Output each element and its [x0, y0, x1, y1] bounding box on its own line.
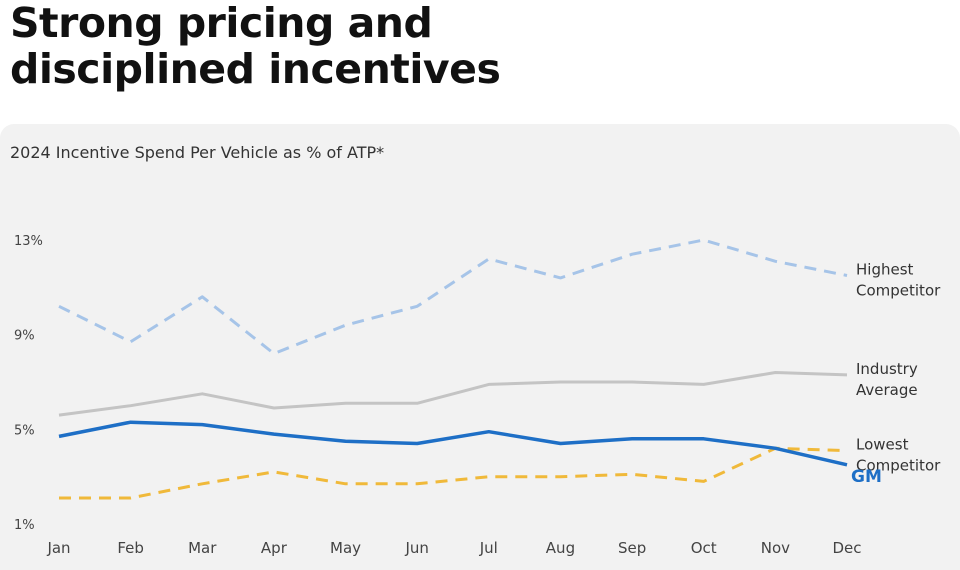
x-tick-label: Apr	[261, 539, 288, 557]
x-tick-label: Sep	[618, 539, 646, 557]
series-label: Competitor	[856, 282, 941, 300]
y-tick-label: 13%	[14, 234, 43, 249]
series-line	[58, 420, 848, 467]
x-tick-label: Dec	[832, 539, 861, 557]
x-tick-label: Jun	[404, 539, 428, 557]
x-tick-label: Oct	[691, 539, 717, 557]
x-tick-label: Jan	[46, 539, 70, 557]
series-label: GM	[851, 467, 882, 487]
y-tick-label: 1%	[14, 518, 35, 533]
series-label: Industry	[856, 360, 918, 378]
chart-panel	[0, 124, 960, 570]
x-tick-label: Jul	[479, 539, 498, 557]
series-line	[58, 238, 848, 356]
series-line	[58, 371, 848, 417]
x-tick-label: Aug	[546, 539, 575, 557]
series-label: Lowest	[856, 436, 909, 454]
series-label: Competitor	[856, 457, 941, 475]
x-tick-label: Mar	[188, 539, 217, 557]
chart-title: 2024 Incentive Spend Per Vehicle as % of…	[10, 143, 385, 162]
page-headline: Strong pricing and disciplined incentive…	[10, 0, 501, 93]
headline-line-1: Strong pricing and	[10, 0, 433, 47]
series-label: Highest	[856, 261, 914, 279]
x-tick-label: Feb	[117, 539, 144, 557]
series-label: Average	[856, 381, 918, 399]
x-tick-label: Nov	[761, 539, 790, 557]
y-tick-label: 9%	[14, 329, 35, 344]
headline-line-2: disciplined incentives	[10, 45, 501, 93]
series-line	[59, 446, 848, 500]
y-tick-label: 5%	[14, 423, 35, 438]
x-tick-label: May	[330, 539, 361, 557]
